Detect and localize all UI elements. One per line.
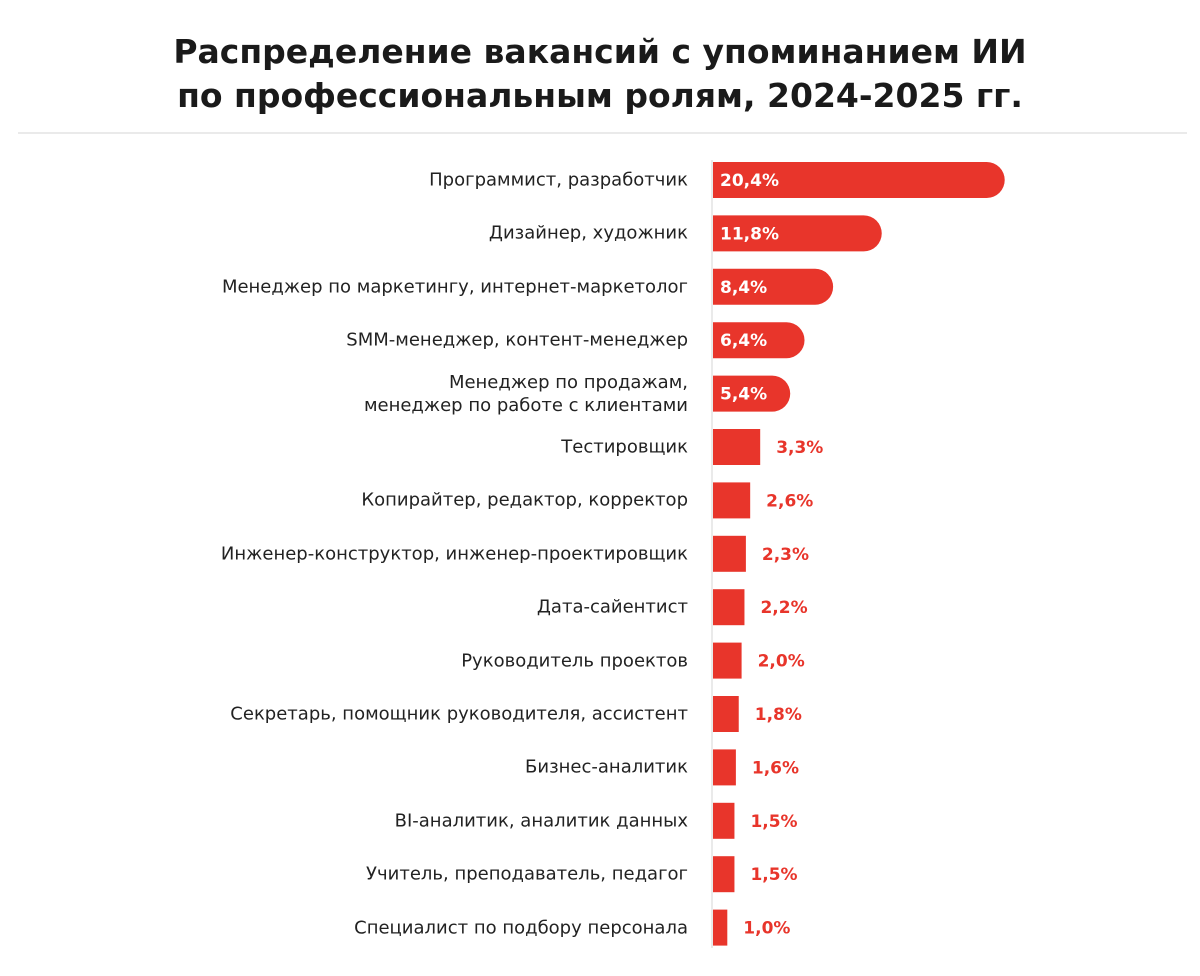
category-label: Программист, разработчик <box>429 169 688 191</box>
value-label: 6,4% <box>720 331 767 351</box>
value-label: 2,6% <box>766 491 813 511</box>
value-label: 2,3% <box>762 545 809 565</box>
bar <box>713 589 745 626</box>
bar <box>713 749 736 786</box>
value-label: 1,8% <box>755 705 802 725</box>
category-label: Руководитель проектов <box>461 650 688 672</box>
value-label: 1,0% <box>743 919 790 939</box>
category-label: Копирайтер, редактор, корректор <box>361 489 688 511</box>
value-label: 3,3% <box>776 438 823 458</box>
value-label: 5,4% <box>720 385 767 405</box>
category-label: SMM-менеджер, контент-менеджер <box>346 329 688 351</box>
bar <box>713 268 834 305</box>
value-label: 2,2% <box>760 598 807 618</box>
value-label: 1,5% <box>750 865 797 885</box>
bar <box>713 909 728 946</box>
bar <box>713 642 742 679</box>
value-label: 1,6% <box>752 758 799 778</box>
bar <box>713 856 735 893</box>
bar <box>713 482 751 519</box>
category-label: Дизайнер, художник <box>488 222 688 244</box>
value-label: 8,4% <box>720 278 767 298</box>
bar <box>713 322 805 359</box>
category-label: Бизнес-аналитик <box>525 756 688 778</box>
bar <box>713 162 1005 198</box>
bar <box>713 696 739 732</box>
category-label: Тестировщик <box>561 436 688 458</box>
bar <box>713 535 746 572</box>
bar <box>713 802 735 839</box>
category-label: Менеджер по маркетингу, интернет-маркето… <box>221 276 688 298</box>
category-label: Специалист по подбору персонала <box>354 917 688 939</box>
bar <box>713 215 882 252</box>
value-label: 2,0% <box>758 652 805 672</box>
bar <box>713 429 761 465</box>
category-label: Инженер-конструктор, инженер-проектировщ… <box>220 543 688 565</box>
value-label: 1,5% <box>750 812 797 832</box>
category-label: Учитель, преподаватель, педагог <box>366 863 688 885</box>
bar <box>713 375 791 412</box>
category-label: Дата-сайентист <box>536 596 688 618</box>
chart-title: Распределение вакансий с упоминанием ИИ … <box>173 32 1027 115</box>
value-label: 11,8% <box>720 224 779 244</box>
category-label: Менеджер по продажам, менеджер по работе… <box>363 371 688 416</box>
value-label: 20,4% <box>720 171 779 191</box>
category-label: BI-аналитик, аналитик данных <box>394 810 688 832</box>
category-label: Секретарь, помощник руководителя, ассист… <box>230 703 688 725</box>
